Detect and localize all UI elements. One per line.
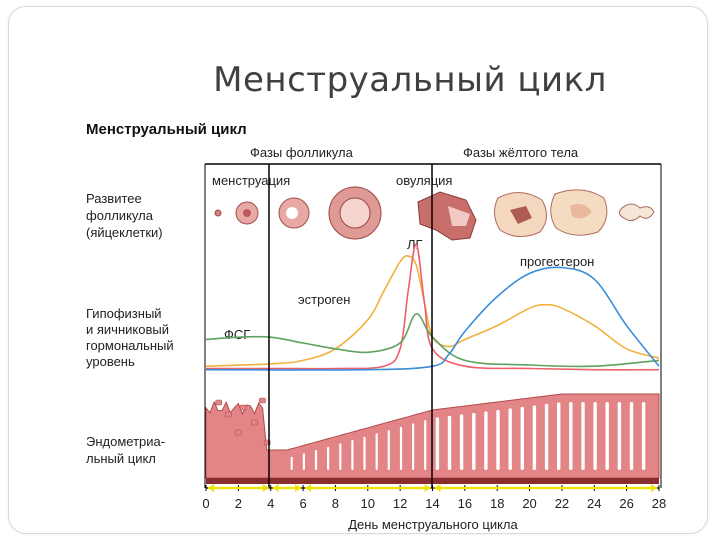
x-tick-label: 14 bbox=[425, 496, 439, 511]
event-ovulation-label: овуляция bbox=[396, 173, 452, 188]
x-tick-label: 4 bbox=[267, 496, 274, 511]
hormone-label-estrogen: эстроген bbox=[298, 292, 350, 307]
follicle-stage-5-rupture bbox=[448, 206, 470, 226]
x-tick-label: 12 bbox=[393, 496, 407, 511]
endometrial-gland bbox=[459, 414, 464, 470]
hormone-curves bbox=[205, 243, 660, 371]
endometrial-gland bbox=[412, 423, 415, 470]
row-label-endometrium: Эндометриа- льный цикл bbox=[86, 434, 165, 466]
follicle-stage-4-core bbox=[339, 197, 371, 229]
x-tick-label: 10 bbox=[361, 496, 375, 511]
endometrial-gland bbox=[327, 446, 330, 470]
endometrial-gland bbox=[472, 412, 476, 470]
row-label-follicle-1: Развитее bbox=[86, 191, 142, 206]
phase-follicle-label: Фазы фолликула bbox=[250, 145, 354, 160]
endometrial-gland bbox=[508, 408, 512, 470]
endometrial-gland bbox=[290, 456, 293, 470]
figure-heading: Менструальный цикл bbox=[86, 121, 247, 138]
endometrial-gland bbox=[399, 426, 403, 470]
arrow-head bbox=[295, 484, 302, 492]
endometrial-gland bbox=[617, 402, 622, 470]
hormone-label-fsh: ФСГ bbox=[224, 327, 250, 342]
endometrial-gland bbox=[593, 402, 597, 470]
arrow-head bbox=[651, 484, 657, 492]
corpus-albicans bbox=[618, 203, 655, 222]
x-tick-label: 28 bbox=[652, 496, 666, 511]
endometrial-gland bbox=[532, 405, 537, 470]
endometrial-gland bbox=[363, 436, 366, 470]
row-label-hormone-4: уровень bbox=[86, 354, 135, 369]
follicle-stages bbox=[214, 186, 655, 241]
phase-luteal-label: Фазы жёлтого тела bbox=[463, 145, 579, 160]
follicle-stage-1 bbox=[214, 209, 222, 217]
row-label-hormone: Гипофизный и яичниковый гормональный уро… bbox=[86, 306, 174, 369]
endometrial-gland bbox=[387, 430, 390, 470]
endometrial-gland bbox=[424, 420, 427, 470]
endometrial-gland bbox=[641, 402, 646, 470]
endometrial-gland bbox=[339, 443, 342, 470]
row-label-endo-1: Эндометриа- bbox=[86, 434, 165, 449]
x-tick-label: 0 bbox=[202, 496, 209, 511]
endometrial-gland bbox=[629, 402, 634, 470]
x-tick-label: 18 bbox=[490, 496, 504, 511]
endometrial-gland bbox=[557, 402, 561, 470]
arrow-head bbox=[208, 484, 214, 492]
x-tick-label: 8 bbox=[332, 496, 339, 511]
follicle-stage-3-core bbox=[286, 207, 298, 219]
row-label-hormone-3: гормональный bbox=[86, 338, 174, 353]
endometrial-gland bbox=[496, 409, 500, 470]
row-label-hormone-2: и яичниковый bbox=[86, 322, 169, 337]
corpus-luteum-1-core bbox=[510, 206, 532, 224]
endometrial-gland bbox=[351, 440, 354, 470]
endometrial-gland bbox=[605, 402, 609, 470]
series-line-4 bbox=[205, 266, 660, 371]
endometrial-gland bbox=[314, 450, 318, 470]
x-tick-label: 24 bbox=[587, 496, 601, 511]
x-tick-label: 26 bbox=[619, 496, 633, 511]
x-tick-label: 16 bbox=[458, 496, 472, 511]
corpus-luteum-2-core bbox=[570, 204, 592, 219]
endometrial-gland bbox=[302, 453, 305, 470]
x-tick-label: 2 bbox=[235, 496, 242, 511]
event-menstruation-label: менструация bbox=[212, 173, 290, 188]
hormone-label-progesterone: прогестерон bbox=[520, 254, 594, 269]
row-label-hormone-1: Гипофизный bbox=[86, 306, 162, 321]
shed-fragment bbox=[225, 411, 232, 418]
shed-fragment bbox=[259, 397, 266, 404]
slide-title: Менструальный цикл bbox=[213, 60, 607, 100]
row-label-follicle-2: фолликула bbox=[86, 208, 154, 223]
row-label-follicle-3: (яйцеклетки) bbox=[86, 225, 163, 240]
endometrial-gland bbox=[447, 415, 452, 470]
row-label-follicle: Развитее фолликула (яйцеклетки) bbox=[86, 191, 163, 240]
shed-fragment bbox=[239, 404, 247, 411]
x-axis-label: День менструального цикла bbox=[348, 517, 518, 532]
x-tick-label: 22 bbox=[555, 496, 569, 511]
x-tick-label: 20 bbox=[522, 496, 536, 511]
endometrial-gland bbox=[375, 433, 378, 470]
arrow-head bbox=[424, 484, 431, 492]
arrow-head bbox=[305, 484, 312, 492]
row-label-endo-2: льный цикл bbox=[86, 451, 156, 466]
shed-fragment bbox=[234, 429, 242, 436]
series-line-2 bbox=[206, 243, 660, 371]
endometrial-gland bbox=[569, 402, 573, 470]
endometrial-gland bbox=[435, 417, 440, 470]
endometrial-gland bbox=[581, 402, 585, 470]
x-tick-label: 6 bbox=[299, 496, 306, 511]
day-axis: 0 2 4 6 8 10 12 14 16 18 20 22 24 26 28 bbox=[202, 484, 666, 511]
endometrial-gland bbox=[484, 411, 488, 470]
endometrial-gland bbox=[544, 403, 549, 470]
arrow-head bbox=[434, 484, 441, 492]
follicle-stage-2-core bbox=[243, 209, 251, 217]
arrow-head bbox=[272, 484, 279, 492]
shed-fragment bbox=[215, 399, 222, 406]
series-line-3 bbox=[205, 313, 660, 368]
shed-fragment bbox=[251, 419, 258, 426]
arrow-head bbox=[262, 484, 269, 492]
endometrial-gland bbox=[520, 406, 524, 470]
